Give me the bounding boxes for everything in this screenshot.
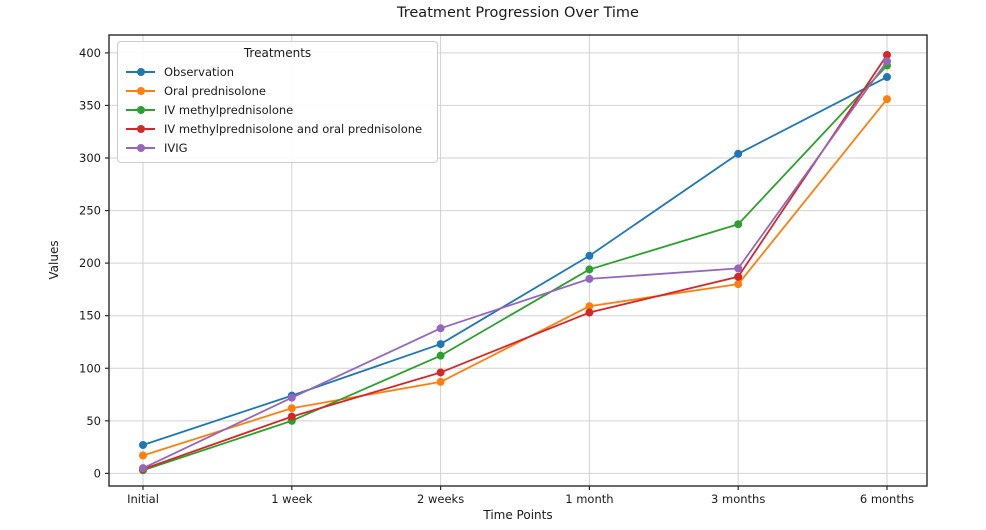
y-tick-label: 0 [94,466,101,480]
data-point-marker [585,274,594,283]
legend-line-marker-icon [126,104,155,116]
data-point-marker [585,308,594,317]
data-point-marker [734,149,743,158]
data-point-marker [585,302,594,311]
legend-entry-label: Observation [164,64,235,79]
legend-title: Treatments [243,46,312,60]
y-tick-label: 150 [79,309,101,323]
series-line [142,54,888,471]
data-point-marker [734,272,743,281]
data-point-marker [585,251,594,260]
x-axis-label: Time Points [483,508,553,522]
y-tick-label: 300 [79,151,101,165]
legend-line-marker-icon [126,142,155,154]
y-tick-label: 100 [79,361,101,375]
series-ivig [139,57,891,473]
series-oral-prednisolone [139,95,891,460]
data-point-marker [883,57,891,66]
legend-entry: Observation [126,62,429,81]
series-line [142,98,888,457]
data-point-marker [436,377,445,386]
data-point-marker [883,73,891,82]
data-point-marker [585,265,594,274]
legend-entry: IV methylprednisolone [126,100,429,119]
x-tick-label: 2 weeks [417,492,464,506]
data-point-marker [883,50,891,59]
series-line [142,64,888,472]
data-point-marker [734,280,743,289]
data-point-marker [883,95,891,104]
x-tick-label: Initial [127,492,159,506]
x-tick-label: 3 months [711,492,765,506]
legend-line-marker-icon [126,66,155,78]
legend-entry-label: IV methylprednisolone [164,102,294,117]
legend-entry: IV methylprednisolone and oral prednisol… [126,119,429,138]
series-line [142,76,888,446]
legend-entry: IVIG [126,138,429,157]
legend-entry-label: IV methylprednisolone and oral prednisol… [164,121,423,136]
legend-entries: Observation Oral prednisolone IV methylpre… [126,62,429,157]
x-tick-label: 1 week [271,492,313,506]
legend-entry-label: IVIG [164,140,188,155]
data-point-marker [734,220,743,229]
x-tick-label: 6 months [860,492,914,506]
y-tick-label: 200 [79,256,101,270]
y-tick-label: 250 [79,204,101,218]
data-point-marker [436,340,445,349]
data-point-marker [139,451,147,460]
legend-entry-label: Oral prednisolone [164,83,266,98]
data-point-marker [436,324,445,333]
data-point-marker [287,404,296,413]
legend-line-marker-icon [126,85,155,97]
y-tick-label: 50 [86,414,101,428]
data-point-marker [734,264,743,273]
y-axis-label: Values [47,240,61,280]
data-point-marker [436,368,445,377]
legend-line-marker-icon [126,123,155,135]
data-point-marker [287,412,296,421]
legend: Treatments Observation Oral prednisolone I… [117,41,438,163]
data-point-marker [287,393,296,402]
series-observation [139,73,891,449]
series-line [142,60,888,469]
chart-title: Treatment Progression Over Time [397,5,639,21]
y-tick-label: 400 [79,46,101,60]
x-tick-label: 1 month [565,492,613,506]
data-point-marker [436,351,445,360]
y-tick-label: 350 [79,98,101,112]
data-point-marker [139,441,147,449]
data-point-marker [139,464,147,473]
legend-entry: Oral prednisolone [126,81,429,100]
axes-spines [108,34,928,487]
